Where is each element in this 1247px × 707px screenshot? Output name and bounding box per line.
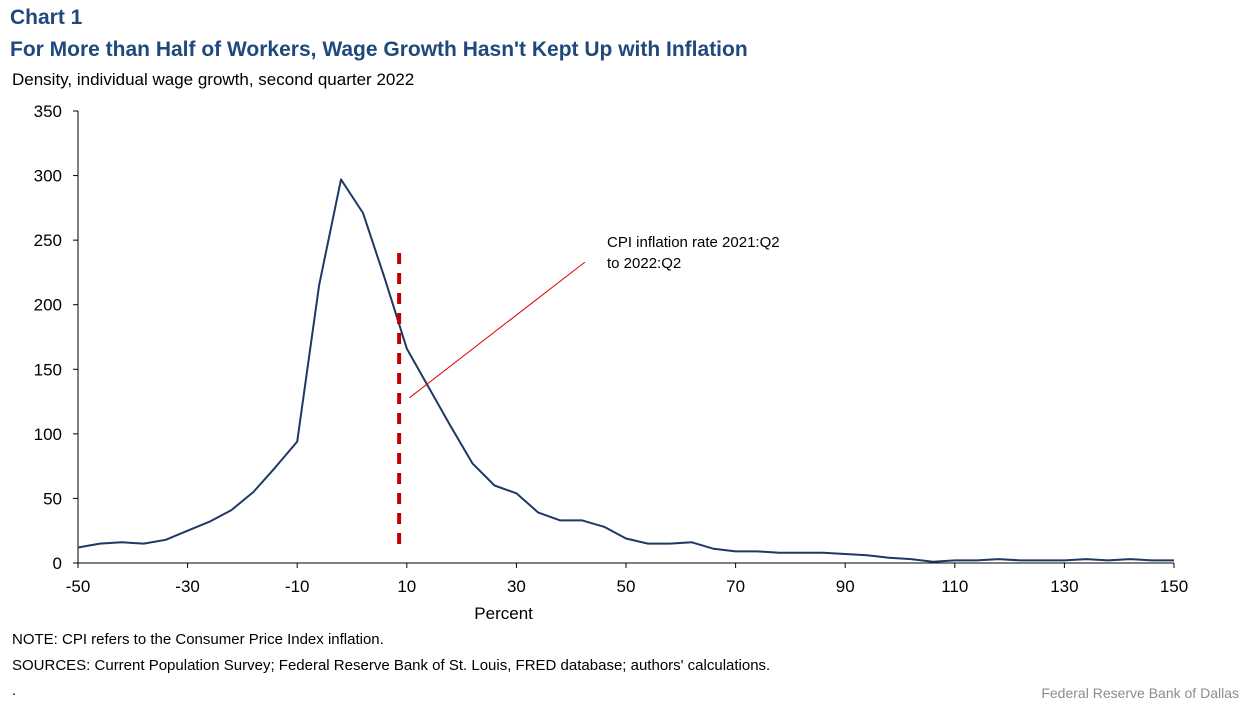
y-tick-label: 200 <box>34 296 62 315</box>
x-tick-label: 10 <box>397 577 416 596</box>
y-tick-label: 150 <box>34 360 62 379</box>
y-tick-label: 350 <box>34 102 62 121</box>
x-tick-label: -10 <box>285 577 310 596</box>
chart-number: Chart 1 <box>10 6 83 29</box>
note-trailing-dot: . <box>12 682 17 699</box>
y-tick-label: 250 <box>34 231 62 250</box>
x-tick-label: 50 <box>617 577 636 596</box>
x-tick-label: 30 <box>507 577 526 596</box>
chart-sources: SOURCES: Current Population Survey; Fede… <box>12 657 771 674</box>
chart-subtitle: Density, individual wage growth, second … <box>12 70 415 89</box>
x-tick-label: 90 <box>836 577 855 596</box>
chart-title: For More than Half of Workers, Wage Grow… <box>10 38 748 61</box>
chart-note: NOTE: CPI refers to the Consumer Price I… <box>12 631 384 648</box>
y-tick-label: 0 <box>53 554 62 573</box>
x-tick-label: -30 <box>175 577 200 596</box>
x-tick-label: -50 <box>66 577 91 596</box>
chart-axes: 0 50 100 150 200 250 300 350 -50 -30 -10 10 30 50 70 90… <box>34 102 1189 623</box>
credit-line: Federal Reserve Bank of Dallas <box>1041 685 1239 701</box>
x-axis-title: Percent <box>474 604 533 623</box>
chart-marks <box>77 178 1175 563</box>
annotation-leader-line <box>409 261 586 399</box>
y-tick-label: 300 <box>34 167 62 186</box>
x-tick-label: 110 <box>941 577 968 596</box>
x-tick-label: 70 <box>726 577 745 596</box>
x-tick-label: 150 <box>1160 577 1188 596</box>
x-tick-label: 130 <box>1050 577 1078 596</box>
chart-annotations: CPI inflation rate 2021:Q2 to 2022:Q2 <box>397 234 780 551</box>
y-tick-label: 50 <box>43 489 62 508</box>
cpi-annotation-text: to 2022:Q2 <box>607 255 681 272</box>
y-tick-label: 100 <box>34 425 62 444</box>
cpi-annotation-text: CPI inflation rate 2021:Q2 <box>607 234 780 251</box>
